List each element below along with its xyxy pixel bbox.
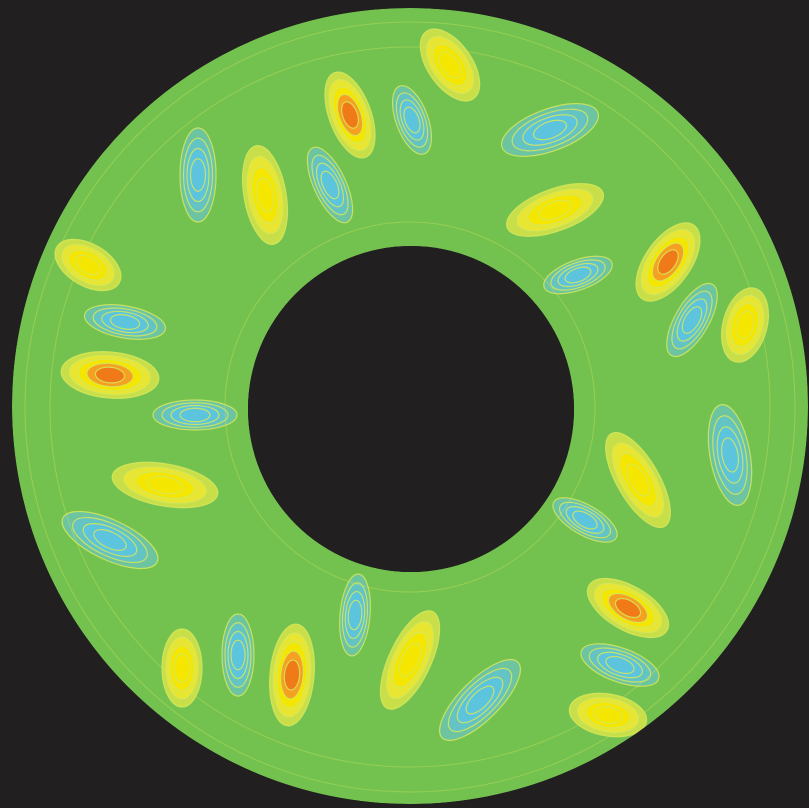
contour-level [564,266,592,284]
warm-cell [54,238,122,292]
ring-contour [224,221,596,593]
contour-level [657,249,679,275]
cool-cell [580,643,660,687]
cool-cell [391,85,433,155]
convection-cells [24,21,796,793]
warm-cell [241,145,289,245]
hot-cell [60,351,160,399]
hot-cell [586,577,670,639]
cool-cell [221,613,255,697]
contour-level [230,639,246,671]
cool-cell [61,510,159,570]
cool-cell [179,127,217,223]
ring-contour [24,21,796,793]
cool-cell [439,659,521,741]
contour-level [532,119,568,141]
contour-level [283,659,301,691]
cool-cell [83,304,167,340]
hot-cell [269,623,315,727]
contour-level [537,199,573,221]
contour-level [403,106,421,134]
contour-level [593,705,623,725]
cool-cell [707,404,753,506]
cool-cell [339,573,371,657]
contour-level [398,642,422,678]
contour-level [146,475,184,495]
warm-cell [161,628,203,708]
hot-cell [635,222,701,302]
cool-cell [306,146,354,224]
contour-level [614,597,642,619]
warm-cell [379,610,441,710]
cool-cell [500,103,600,157]
contour-level [179,407,211,423]
contour-level [173,653,191,683]
warm-cell [505,183,605,237]
contour-level [255,177,275,213]
hot-cell [324,71,376,159]
warm-cell [419,28,481,102]
cool-cell [152,399,238,431]
contour-level [572,510,598,530]
warm-cell [111,461,219,509]
cool-cell [543,255,613,295]
warm-cell [568,692,648,738]
contour-level [625,463,651,497]
contour-level [720,437,740,473]
contour-level [735,310,755,340]
contour-level [109,314,141,330]
contour-level [189,158,207,192]
cool-cell [666,282,718,358]
inner-hole [248,246,574,572]
contour-level [340,101,360,129]
contour-level [75,254,101,276]
contour-level [347,599,363,631]
contour-level [93,529,127,551]
cool-cell [552,497,618,543]
contour-level [438,51,462,79]
contour-level [320,170,340,200]
contour-level [465,685,495,715]
warm-cell [605,431,671,529]
ring-contour [49,46,771,768]
warm-cell [720,287,770,363]
contour-level [681,306,703,334]
contour-level [94,366,126,384]
